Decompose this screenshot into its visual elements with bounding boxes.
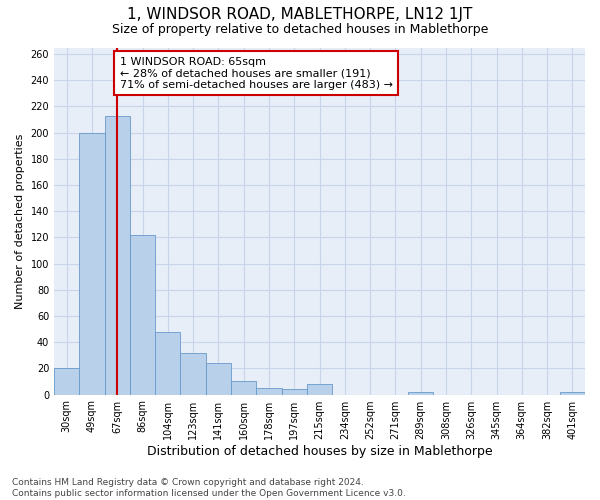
Bar [256, 388, 281, 394]
Bar [206, 363, 231, 394]
Bar [408, 392, 433, 394]
Bar [130, 235, 155, 394]
Bar [104, 116, 130, 394]
Text: 1 WINDSOR ROAD: 65sqm
← 28% of detached houses are smaller (191)
71% of semi-det: 1 WINDSOR ROAD: 65sqm ← 28% of detached … [120, 56, 393, 90]
Bar [79, 132, 104, 394]
Bar [54, 368, 79, 394]
Y-axis label: Number of detached properties: Number of detached properties [15, 134, 25, 308]
Text: 1, WINDSOR ROAD, MABLETHORPE, LN12 1JT: 1, WINDSOR ROAD, MABLETHORPE, LN12 1JT [127, 8, 473, 22]
Bar [560, 392, 585, 394]
Text: Size of property relative to detached houses in Mablethorpe: Size of property relative to detached ho… [112, 22, 488, 36]
Bar [155, 332, 181, 394]
Text: Contains HM Land Registry data © Crown copyright and database right 2024.
Contai: Contains HM Land Registry data © Crown c… [12, 478, 406, 498]
Bar [181, 352, 206, 395]
Bar [281, 390, 307, 394]
X-axis label: Distribution of detached houses by size in Mablethorpe: Distribution of detached houses by size … [147, 444, 493, 458]
Bar [307, 384, 332, 394]
Bar [231, 382, 256, 394]
